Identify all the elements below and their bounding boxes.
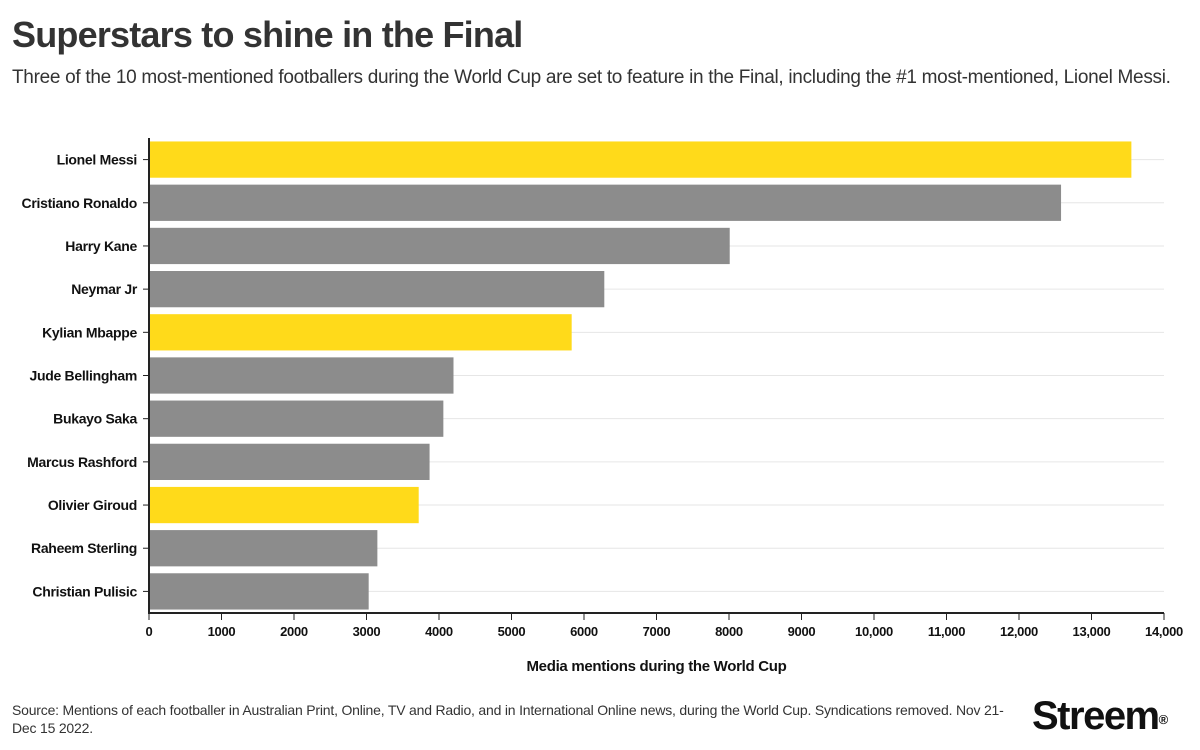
bar-harry-kane — [149, 227, 730, 265]
bar-cristiano-ronaldo — [149, 184, 1062, 221]
x-tick-label: 2000 — [280, 624, 308, 639]
x-tick-label: 8000 — [715, 624, 743, 639]
x-tick-label: 12,000 — [1000, 624, 1038, 639]
y-tick-label: Bukayo Saka — [53, 411, 137, 427]
bar-chart: Lionel Messi Cristiano Ronaldo Harry Kane N… — [22, 138, 1183, 675]
logo-text: Streem — [1032, 694, 1160, 738]
x-tick-label: 6000 — [570, 624, 598, 639]
y-axis-labels: Lionel Messi Cristiano Ronaldo Harry Kane N… — [22, 152, 139, 600]
chart-subtitle: Three of the 10 most-mentioned footballe… — [12, 67, 1171, 88]
bar-olivier-giroud — [149, 486, 419, 524]
x-tick-label: 7000 — [643, 624, 671, 639]
x-axis-label: Media mentions during the World Cup — [526, 658, 786, 675]
x-tick-label: 4000 — [425, 624, 453, 639]
x-tick-label: 3000 — [353, 624, 381, 639]
bar-raheem-sterling — [149, 530, 378, 567]
x-tick-label: 10,000 — [855, 624, 893, 639]
y-tick-label: Lionel Messi — [57, 152, 137, 168]
y-tick-label: Raheem Sterling — [31, 540, 137, 556]
y-tick-label: Marcus Rashford — [27, 454, 137, 470]
bar-marcus-rashford — [149, 443, 430, 480]
y-tick-label: Kylian Mbappe — [42, 324, 137, 340]
x-axis-ticks: 0 1000 2000 3000 4000 5000 6000 7000 8000 9000 10,… — [146, 613, 1183, 639]
chart-title: Superstars to shine in the Final — [12, 14, 523, 55]
y-tick-label: Cristiano Ronaldo — [22, 195, 137, 211]
source-note: Source: Mentions of each footballer in A… — [12, 702, 1004, 736]
x-tick-label: 14,000 — [1145, 624, 1183, 639]
y-tick-label: Olivier Giroud — [48, 497, 137, 513]
x-tick-label: 5000 — [498, 624, 526, 639]
bar-christian-pulisic — [149, 573, 369, 610]
x-tick-label: 0 — [146, 624, 153, 639]
x-tick-label: 9000 — [788, 624, 816, 639]
bar-neymar-jr — [149, 271, 605, 308]
x-tick-label: 13,000 — [1073, 624, 1111, 639]
registered-mark: ® — [1158, 712, 1169, 727]
y-tick-label: Harry Kane — [65, 238, 137, 254]
x-tick-label: 11,000 — [928, 624, 965, 639]
bar-bukayo-saka — [149, 400, 444, 437]
y-tick-label: Jude Bellingham — [29, 368, 137, 384]
x-tick-label: 1000 — [208, 624, 236, 639]
bar-lionel-messi — [149, 141, 1132, 178]
streem-logo: Streem® — [1032, 692, 1168, 740]
y-tick-label: Christian Pulisic — [32, 583, 137, 599]
bars — [149, 141, 1132, 610]
bar-kylian-mbappe — [149, 314, 572, 351]
bar-jude-bellingham — [149, 357, 454, 394]
y-tick-label: Neymar Jr — [71, 281, 138, 297]
